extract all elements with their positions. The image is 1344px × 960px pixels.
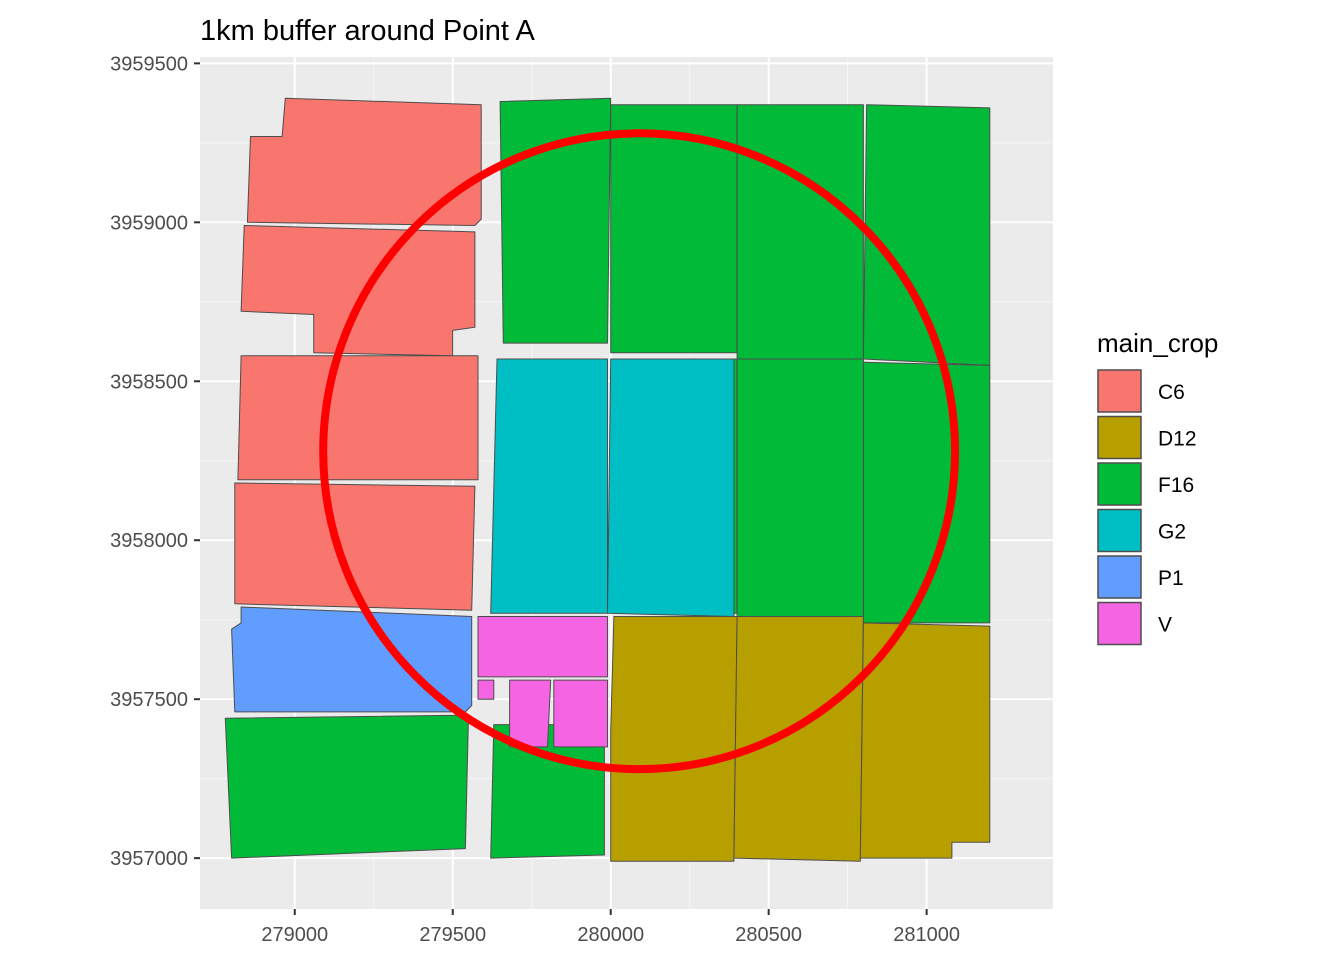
field-f16 — [499, 97, 612, 344]
field-f16 — [736, 358, 864, 617]
field-v — [553, 679, 608, 748]
field-c6 — [237, 355, 479, 481]
y-tick-label: 3959000 — [110, 212, 188, 234]
field-v — [477, 616, 608, 678]
y-tick-label: 3957000 — [110, 848, 188, 870]
y-tick-label: 3957500 — [110, 689, 188, 711]
legend-key-c6 — [1097, 369, 1142, 413]
y-tick-label: 3958500 — [110, 371, 188, 393]
field-polygons — [224, 97, 991, 862]
x-tick-label: 279000 — [261, 924, 328, 946]
legend-label-d12: D12 — [1158, 428, 1197, 451]
legend-label-c6: C6 — [1158, 381, 1185, 404]
y-axis: 3957000 3957500 3958000 3958500 3959000 39595… — [110, 53, 200, 870]
legend-label-p1: P1 — [1158, 567, 1184, 590]
legend-label-g2: G2 — [1158, 521, 1186, 544]
field-c6 — [246, 97, 482, 226]
field-d12 — [733, 616, 864, 862]
x-tick-label: 281000 — [893, 924, 960, 946]
field-c6 — [240, 225, 476, 357]
field-g2 — [607, 358, 735, 617]
x-axis: 279000 279500 280000 280500 281000 — [261, 909, 960, 946]
field-v — [509, 679, 552, 748]
legend-title: main_crop — [1097, 328, 1218, 358]
legend-key-f16 — [1097, 462, 1142, 506]
x-tick-label: 279500 — [419, 924, 486, 946]
legend-key-d12 — [1097, 415, 1142, 460]
legend-label-f16: F16 — [1158, 474, 1194, 497]
x-tick-label: 280000 — [577, 924, 644, 946]
legend-label-v: V — [1158, 614, 1172, 637]
legend-key-p1 — [1097, 555, 1142, 599]
field-f16 — [736, 104, 864, 360]
field-d12 — [859, 622, 991, 859]
field-c6 — [234, 482, 476, 611]
buffer-circle-group — [319, 129, 960, 774]
legend-key-g2 — [1097, 508, 1142, 553]
field-g2 — [490, 358, 608, 614]
field-p1 — [231, 606, 473, 713]
map-title: 1km buffer around Point A — [200, 15, 535, 47]
legend: main_crop C6 D12 F16 G2 P1 V — [1097, 328, 1218, 646]
x-tick-label: 280500 — [735, 924, 802, 946]
legend-key-v — [1097, 601, 1142, 646]
field-d12 — [610, 616, 738, 862]
field-f16 — [224, 714, 469, 859]
buffer-circle — [319, 129, 960, 774]
y-tick-label: 3958000 — [110, 530, 188, 552]
map-title-group: 1km buffer around Point A — [200, 15, 535, 47]
field-v — [477, 679, 495, 700]
y-tick-label: 3959500 — [110, 53, 188, 75]
